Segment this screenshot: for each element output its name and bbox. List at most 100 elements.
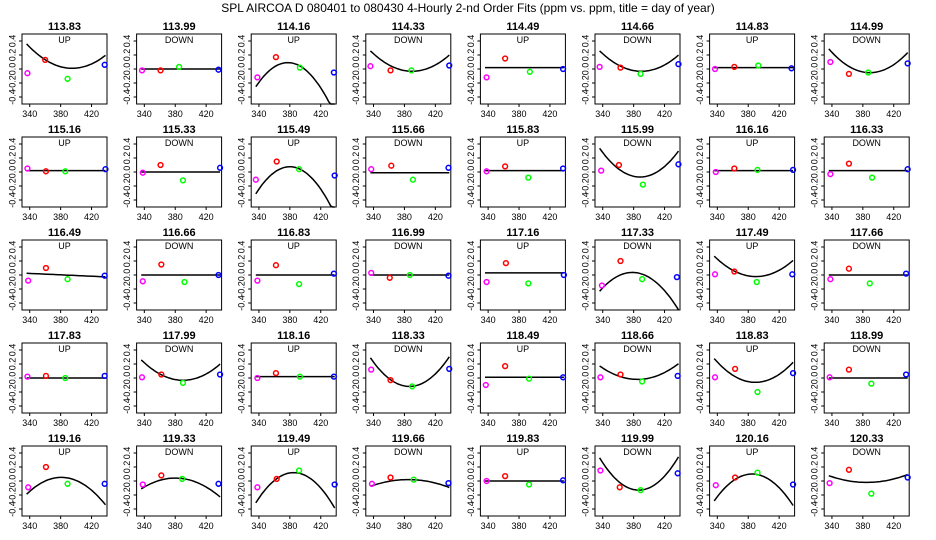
y-tick-label: 0.2: [580, 358, 590, 371]
x-tick-label: 380: [855, 315, 870, 325]
data-point: [101, 61, 108, 68]
y-tick-label: 0.4: [580, 138, 590, 151]
x-tick-label: 340: [22, 521, 37, 531]
data-point: [865, 69, 872, 76]
data-point: [673, 273, 681, 281]
y-tick-label: 0.0: [237, 63, 247, 76]
data-point: [408, 67, 415, 74]
y-tick-label: 0.2: [695, 461, 705, 474]
y-tick-label: -0.4: [810, 398, 820, 414]
data-point: [387, 376, 394, 384]
data-point: [179, 475, 186, 483]
x-tick-label: 340: [137, 418, 152, 428]
panel-day-title: 118.16: [277, 330, 310, 342]
x-tick-label: 420: [886, 521, 901, 531]
y-tick-label: -0.4: [122, 295, 132, 311]
y-tick-label: -0.4: [810, 89, 820, 105]
data-point: [272, 262, 280, 269]
panel-direction-label: UP: [746, 344, 759, 354]
fit-curve: [713, 255, 794, 278]
data-point: [101, 372, 108, 380]
y-tick-label: -0.4: [7, 192, 17, 208]
x-tick-label: 420: [542, 315, 557, 325]
panel-day-title: 119.16: [48, 433, 81, 445]
y-tick-label: -0.2: [351, 281, 361, 297]
y-tick-label: 0.2: [810, 255, 820, 268]
data-point: [331, 481, 338, 488]
x-tick-label: 420: [199, 521, 214, 531]
panel-direction-label: UP: [517, 447, 530, 457]
y-tick-label: 0.2: [122, 49, 132, 62]
fit-curve: [828, 48, 909, 74]
x-tick-label: 380: [53, 315, 68, 325]
y-tick-label: -0.2: [351, 487, 361, 503]
data-point: [295, 280, 303, 288]
data-point: [157, 67, 164, 74]
x-tick-label: 340: [595, 315, 610, 325]
y-tick-label: -0.2: [237, 75, 247, 91]
data-point: [295, 467, 303, 474]
data-point: [215, 480, 222, 487]
data-point: [330, 69, 338, 76]
data-point: [615, 161, 623, 169]
data-point: [387, 474, 394, 481]
panel-direction-label: UP: [746, 447, 759, 457]
y-tick-label: 0.2: [122, 358, 132, 371]
fit-curve: [370, 478, 450, 489]
x-tick-label: 420: [199, 212, 214, 222]
y-tick-label: 0.2: [7, 255, 17, 268]
x-tick-label: 380: [397, 315, 412, 325]
panel-direction-label: DOWN: [165, 447, 194, 457]
y-tick-label: -0.2: [810, 178, 820, 194]
y-tick-label: 0.0: [466, 269, 476, 282]
data-point: [181, 278, 188, 286]
panel-direction-label: UP: [58, 35, 71, 45]
y-tick-label: 0.4: [122, 241, 132, 254]
y-tick-label: 0.0: [122, 372, 132, 385]
y-tick-label: 0.0: [351, 166, 361, 179]
panel-day-title: 116.66: [163, 227, 196, 239]
y-tick-label: -0.2: [7, 384, 17, 400]
panel-day-title: 113.99: [163, 21, 196, 33]
x-tick-label: 420: [313, 521, 328, 531]
panel-day-title: 117.66: [850, 227, 883, 239]
data-point: [675, 161, 682, 168]
x-tick-label: 340: [595, 212, 610, 222]
y-tick-label: 0.4: [7, 344, 17, 357]
x-tick-label: 420: [313, 418, 328, 428]
y-tick-label: -0.2: [695, 75, 705, 91]
y-tick-label: 0.4: [237, 35, 247, 48]
y-tick-label: 0.0: [351, 269, 361, 282]
y-tick-label: -0.4: [810, 192, 820, 208]
y-tick-label: 0.0: [237, 475, 247, 488]
x-tick-label: 340: [710, 212, 725, 222]
data-point: [597, 374, 604, 381]
x-tick-label: 380: [855, 418, 870, 428]
y-tick-label: 0.2: [7, 461, 17, 474]
y-tick-label: 0.0: [695, 372, 705, 385]
fit-curve: [26, 43, 106, 70]
data-point: [254, 374, 261, 382]
y-tick-label: -0.2: [122, 75, 132, 91]
x-tick-label: 420: [542, 109, 557, 119]
y-tick-label: 0.0: [122, 269, 132, 282]
y-tick-label: 0.2: [351, 49, 361, 62]
y-tick-label: -0.2: [7, 178, 17, 194]
data-point: [179, 177, 187, 184]
y-tick-label: -0.4: [695, 89, 705, 105]
panel-day-title: 120.33: [850, 433, 884, 445]
y-tick-label: -0.2: [351, 178, 361, 194]
panel-direction-label: UP: [287, 344, 300, 354]
y-tick-label: -0.4: [7, 89, 17, 105]
x-tick-label: 340: [366, 418, 381, 428]
y-tick-label: -0.4: [580, 295, 590, 311]
x-tick-label: 340: [710, 315, 725, 325]
panel-direction-label: DOWN: [394, 344, 423, 354]
y-tick-label: -0.2: [7, 281, 17, 297]
x-tick-label: 340: [595, 109, 610, 119]
y-tick-label: -0.4: [695, 192, 705, 208]
y-tick-label: 0.0: [351, 63, 361, 76]
fit-curve: [599, 271, 680, 311]
x-tick-label: 380: [512, 212, 527, 222]
panel-day-title: 118.33: [392, 330, 425, 342]
